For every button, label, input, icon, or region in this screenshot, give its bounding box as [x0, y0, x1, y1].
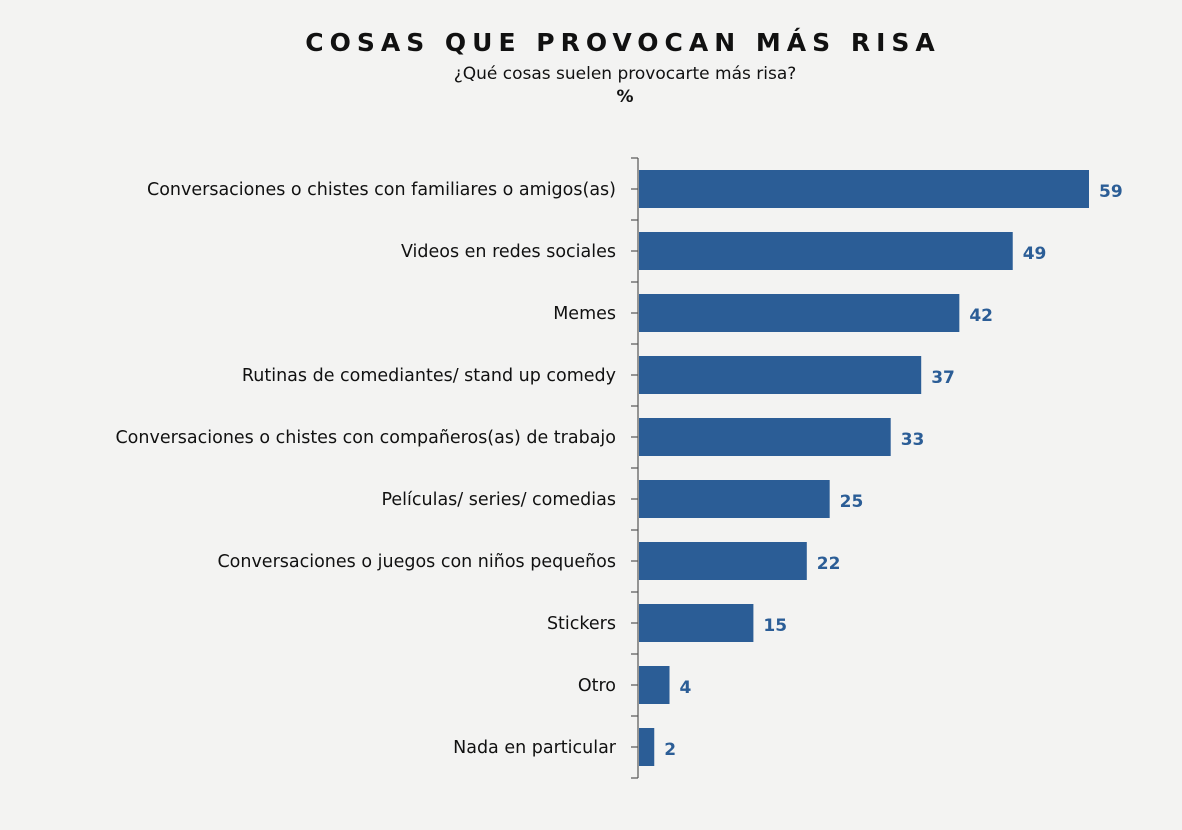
bar: [639, 418, 891, 456]
category-label: Conversaciones o juegos con niños pequeñ…: [217, 552, 616, 572]
data-label: 2: [664, 740, 676, 760]
data-label: 59: [1099, 182, 1123, 202]
data-label: 37: [931, 368, 955, 388]
bar: [639, 542, 807, 580]
bar: [639, 232, 1013, 270]
chart-subtitle: ¿Qué cosas suelen provocarte más risa?: [453, 64, 797, 84]
category-label: Videos en redes sociales: [401, 242, 616, 262]
data-label: 49: [1023, 244, 1047, 264]
data-label: 22: [817, 554, 841, 574]
data-label: 42: [969, 306, 993, 326]
bar: [639, 480, 830, 518]
data-label: 15: [763, 616, 787, 636]
data-label: 33: [901, 430, 925, 450]
category-label: Memes: [553, 304, 616, 324]
category-label: Películas/ series/ comedias: [381, 490, 616, 510]
category-label: Otro: [578, 676, 616, 696]
bar: [639, 666, 670, 704]
category-label: Nada en particular: [453, 738, 617, 758]
bar: [639, 604, 754, 642]
category-label: Rutinas de comediantes/ stand up comedy: [242, 366, 616, 386]
chart-title: COSAS QUE PROVOCAN MÁS RISA: [305, 28, 941, 57]
bar: [639, 170, 1089, 208]
chart-unit: %: [616, 87, 634, 107]
bar: [639, 294, 960, 332]
data-label: 25: [840, 492, 864, 512]
bar: [639, 356, 922, 394]
data-label: 4: [680, 678, 692, 698]
category-label: Conversaciones o chistes con compañeros(…: [115, 428, 616, 448]
bar: [639, 728, 655, 766]
category-label: Conversaciones o chistes con familiares …: [147, 180, 616, 200]
category-label: Stickers: [547, 614, 616, 634]
